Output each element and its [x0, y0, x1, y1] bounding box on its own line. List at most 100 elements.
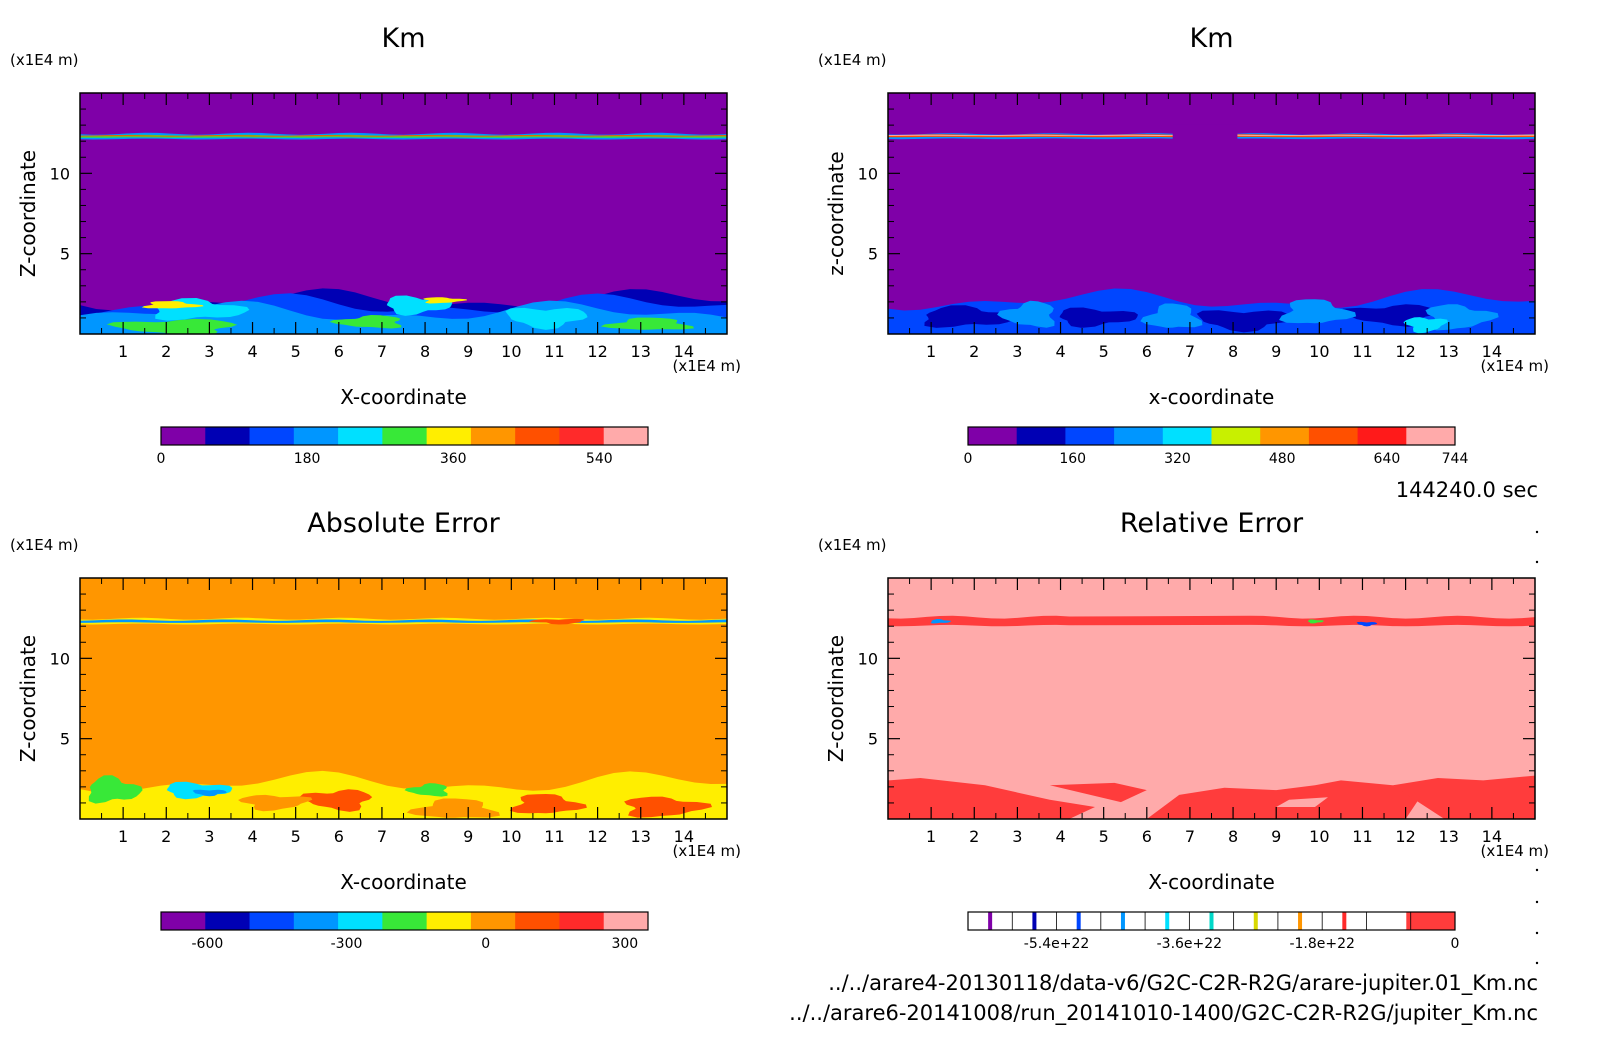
x-tick-label: 5	[291, 827, 301, 846]
x-tick-label: 2	[969, 342, 979, 361]
x-tick-label: 4	[247, 827, 257, 846]
contour-region	[1307, 619, 1324, 624]
colorbar-tick-label: 0	[964, 451, 973, 467]
x-unit-label: (x1E4 m)	[672, 842, 741, 860]
y-tick-label: 5	[60, 730, 70, 749]
x-tick-label: 12	[587, 342, 607, 361]
colorbar-tick-label: 0	[481, 936, 490, 952]
contour-region	[1279, 299, 1357, 324]
x-tick-label: 10	[1309, 342, 1329, 361]
colorbar-segment	[1076, 912, 1081, 930]
colorbar-segment	[515, 912, 560, 930]
x-tick-label: 13	[1439, 342, 1459, 361]
colorbar-segment	[1211, 427, 1261, 445]
x-axis-label: x-coordinate	[1149, 385, 1275, 409]
x-tick-label: 13	[631, 827, 651, 846]
x-tick-label: 4	[1055, 827, 1065, 846]
colorbar-segment	[559, 912, 605, 930]
contour-region	[106, 318, 238, 334]
x-tick-label: 11	[1352, 342, 1372, 361]
colorbar-tick-label: 360	[440, 451, 467, 467]
field-plot	[888, 93, 1535, 334]
x-tick-label: 1	[118, 342, 128, 361]
y-axis-label: Z-coordinate	[16, 635, 40, 762]
panel-title: Absolute Error	[307, 508, 500, 539]
colorbar: -600 -300 0 300	[160, 911, 649, 952]
colorbar-tick-label: 300	[611, 936, 638, 952]
x-tick-label: 12	[1395, 342, 1415, 361]
y-tick-label: 5	[868, 245, 878, 264]
x-tick-label: 9	[463, 827, 473, 846]
colorbar-segment	[338, 912, 383, 930]
colorbar-segment	[1209, 912, 1214, 930]
colorbar-tick-label: 480	[1269, 451, 1296, 467]
margin-dot	[1535, 560, 1539, 564]
colorbar-segment	[1308, 427, 1359, 445]
colorbar-segment	[338, 427, 383, 445]
margin-dot	[1535, 961, 1539, 965]
colorbar-segment	[1165, 912, 1170, 930]
x-tick-label: 9	[463, 342, 473, 361]
x-tick-label: 3	[204, 342, 214, 361]
colorbar-segment	[1406, 912, 1455, 930]
x-tick-label: 2	[161, 827, 171, 846]
panel-title: Relative Error	[1120, 508, 1304, 539]
time-label: 144240.0 sec	[1396, 478, 1538, 502]
colorbar-tick-label: -1.8e+22	[1289, 936, 1354, 952]
colorbar-frame	[160, 911, 649, 931]
contour-region	[1059, 307, 1138, 328]
colorbar-segment	[293, 427, 339, 445]
colorbar-segment	[205, 427, 251, 445]
contour-region	[192, 789, 227, 797]
panels: Km(x1E4 m)(x1E4 m)1 2 3 4 5 6 7 8 9 10 11 12 13 14510…	[10, 23, 1549, 952]
x-tick-label: 9	[1271, 827, 1281, 846]
contour-region	[509, 794, 587, 814]
x-tick-label: 10	[501, 342, 521, 361]
contour-region	[1403, 317, 1448, 334]
y-axis-label: Z-coordinate	[16, 150, 40, 277]
panel-1: Km(x1E4 m)(x1E4 m)1 2 3 4 5 6 7 8 9 10 11 12 13 14510…	[10, 23, 741, 467]
x-tick-label: 7	[377, 827, 387, 846]
x-tick-label: 8	[420, 827, 430, 846]
colorbar-segment	[603, 427, 649, 445]
colorbar-segment	[1406, 427, 1456, 445]
colorbar-segment	[1016, 427, 1066, 445]
y-tick-label: 10	[50, 164, 70, 183]
x-axis-label: X-coordinate	[340, 870, 467, 894]
contour-region	[299, 789, 373, 812]
colorbar-segment	[515, 427, 560, 445]
x-tick-label: 2	[161, 342, 171, 361]
x-tick-label: 1	[926, 827, 936, 846]
colorbar-frame	[160, 426, 649, 446]
x-unit-label: (x1E4 m)	[672, 357, 741, 375]
x-tick-label: 3	[1012, 827, 1022, 846]
colorbar-tick-label: -5.4e+22	[1024, 936, 1089, 952]
colorbar-tick-label: -3.6e+22	[1157, 936, 1222, 952]
colorbar-segment	[382, 427, 428, 445]
colorbar-segment	[161, 912, 206, 930]
colorbar-segment	[1298, 912, 1303, 930]
colorbar-segment	[1114, 427, 1164, 445]
x-tick-label: 12	[587, 827, 607, 846]
colorbar-segment	[249, 427, 295, 445]
x-tick-label: 5	[291, 342, 301, 361]
colorbar-segment	[161, 427, 206, 445]
x-tick-label: 4	[247, 342, 257, 361]
margin-dot	[1535, 530, 1539, 534]
x-tick-label: 14	[674, 827, 694, 846]
panel-title: Km	[381, 23, 425, 54]
contour-region	[1172, 124, 1238, 149]
x-tick-label: 1	[926, 342, 936, 361]
colorbar-tick-label: 744	[1442, 451, 1469, 467]
x-tick-label: 11	[544, 342, 564, 361]
contour-region	[997, 300, 1055, 328]
y-unit-label: (x1E4 m)	[818, 51, 887, 69]
colorbar-segment	[293, 912, 339, 930]
x-tick-label: 5	[1099, 827, 1109, 846]
x-tick-label: 14	[1482, 827, 1502, 846]
contour-region	[888, 778, 1095, 819]
x-axis-label: X-coordinate	[340, 385, 467, 409]
contour-region	[404, 783, 448, 797]
colorbar-tick-label: 640	[1374, 451, 1401, 467]
